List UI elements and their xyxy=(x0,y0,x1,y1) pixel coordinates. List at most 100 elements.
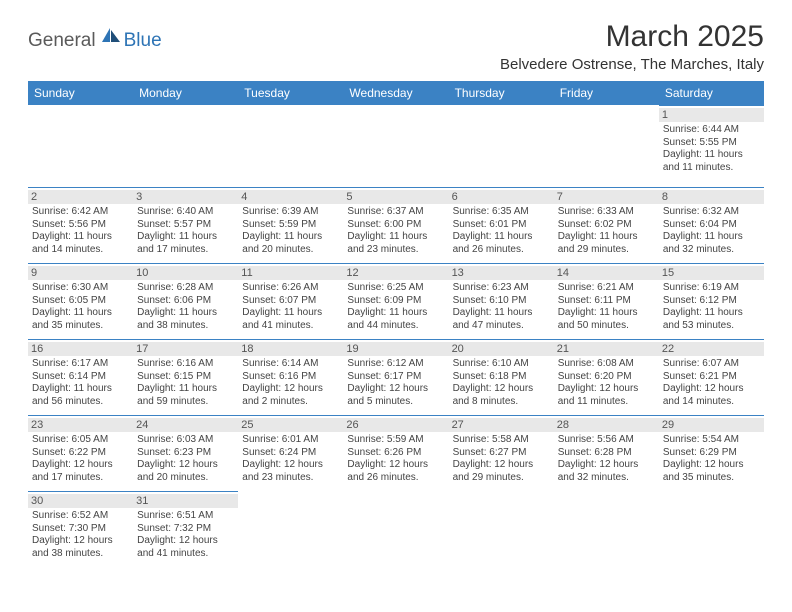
day-number: 20 xyxy=(449,342,554,356)
calendar-cell: 11Sunrise: 6:26 AMSunset: 6:07 PMDayligh… xyxy=(238,263,343,339)
calendar-cell: 24Sunrise: 6:03 AMSunset: 6:23 PMDayligh… xyxy=(133,415,238,491)
calendar-cell: 20Sunrise: 6:10 AMSunset: 6:18 PMDayligh… xyxy=(449,339,554,415)
sunrise-line: Sunrise: 6:25 AM xyxy=(347,282,444,295)
daylight-line: Daylight: 11 hours and 56 minutes. xyxy=(32,383,129,408)
day-number: 23 xyxy=(28,418,133,432)
day-header: Wednesday xyxy=(343,81,448,105)
sunrise-line: Sunrise: 5:56 AM xyxy=(558,434,655,447)
sunrise-line: Sunrise: 5:54 AM xyxy=(663,434,760,447)
sunset-line: Sunset: 6:29 PM xyxy=(663,447,760,460)
sunset-line: Sunset: 6:23 PM xyxy=(137,447,234,460)
daylight-line: Daylight: 12 hours and 41 minutes. xyxy=(137,535,234,560)
sunset-line: Sunset: 6:06 PM xyxy=(137,295,234,308)
calendar-cell xyxy=(449,105,554,187)
sunrise-line: Sunrise: 6:19 AM xyxy=(663,282,760,295)
sunrise-line: Sunrise: 6:37 AM xyxy=(347,206,444,219)
calendar-cell: 5Sunrise: 6:37 AMSunset: 6:00 PMDaylight… xyxy=(343,187,448,263)
logo: General Blue xyxy=(28,26,162,55)
sunset-line: Sunset: 6:21 PM xyxy=(663,371,760,384)
calendar-cell: 17Sunrise: 6:16 AMSunset: 6:15 PMDayligh… xyxy=(133,339,238,415)
sunrise-line: Sunrise: 6:16 AM xyxy=(137,358,234,371)
day-number: 24 xyxy=(133,418,238,432)
day-header: Saturday xyxy=(659,81,764,105)
day-number: 13 xyxy=(449,266,554,280)
sunrise-line: Sunrise: 6:14 AM xyxy=(242,358,339,371)
day-number: 9 xyxy=(28,266,133,280)
day-number: 19 xyxy=(343,342,448,356)
calendar-page: General Blue March 2025 Belvedere Ostren… xyxy=(0,0,792,577)
sunrise-line: Sunrise: 6:05 AM xyxy=(32,434,129,447)
day-header: Tuesday xyxy=(238,81,343,105)
sunset-line: Sunset: 6:05 PM xyxy=(32,295,129,308)
calendar-cell xyxy=(449,491,554,567)
daylight-line: Daylight: 11 hours and 26 minutes. xyxy=(453,231,550,256)
page-title: March 2025 xyxy=(500,20,764,54)
logo-text-blue: Blue xyxy=(124,30,162,52)
sunset-line: Sunset: 6:12 PM xyxy=(663,295,760,308)
calendar-cell: 9Sunrise: 6:30 AMSunset: 6:05 PMDaylight… xyxy=(28,263,133,339)
sunset-line: Sunset: 6:04 PM xyxy=(663,219,760,232)
calendar-row: 30Sunrise: 6:52 AMSunset: 7:30 PMDayligh… xyxy=(28,491,764,567)
sunset-line: Sunset: 5:59 PM xyxy=(242,219,339,232)
daylight-line: Daylight: 11 hours and 53 minutes. xyxy=(663,307,760,332)
sunrise-line: Sunrise: 6:44 AM xyxy=(663,124,760,137)
day-number: 31 xyxy=(133,494,238,508)
day-number: 17 xyxy=(133,342,238,356)
calendar-cell: 14Sunrise: 6:21 AMSunset: 6:11 PMDayligh… xyxy=(554,263,659,339)
calendar-cell: 21Sunrise: 6:08 AMSunset: 6:20 PMDayligh… xyxy=(554,339,659,415)
daylight-line: Daylight: 11 hours and 11 minutes. xyxy=(663,149,760,174)
sunset-line: Sunset: 6:14 PM xyxy=(32,371,129,384)
sunset-line: Sunset: 6:00 PM xyxy=(347,219,444,232)
sunset-line: Sunset: 6:11 PM xyxy=(558,295,655,308)
day-number: 6 xyxy=(449,190,554,204)
day-number: 28 xyxy=(554,418,659,432)
calendar-cell: 30Sunrise: 6:52 AMSunset: 7:30 PMDayligh… xyxy=(28,491,133,567)
day-number: 8 xyxy=(659,190,764,204)
sunrise-line: Sunrise: 6:40 AM xyxy=(137,206,234,219)
day-number: 29 xyxy=(659,418,764,432)
calendar-cell: 4Sunrise: 6:39 AMSunset: 5:59 PMDaylight… xyxy=(238,187,343,263)
calendar-cell: 3Sunrise: 6:40 AMSunset: 5:57 PMDaylight… xyxy=(133,187,238,263)
day-header: Friday xyxy=(554,81,659,105)
daylight-line: Daylight: 12 hours and 26 minutes. xyxy=(347,459,444,484)
daylight-line: Daylight: 12 hours and 8 minutes. xyxy=(453,383,550,408)
daylight-line: Daylight: 11 hours and 14 minutes. xyxy=(32,231,129,256)
calendar-cell xyxy=(659,491,764,567)
calendar-row: 9Sunrise: 6:30 AMSunset: 6:05 PMDaylight… xyxy=(28,263,764,339)
calendar-cell: 22Sunrise: 6:07 AMSunset: 6:21 PMDayligh… xyxy=(659,339,764,415)
calendar-row: 16Sunrise: 6:17 AMSunset: 6:14 PMDayligh… xyxy=(28,339,764,415)
daylight-line: Daylight: 11 hours and 38 minutes. xyxy=(137,307,234,332)
daylight-line: Daylight: 11 hours and 17 minutes. xyxy=(137,231,234,256)
sunset-line: Sunset: 6:24 PM xyxy=(242,447,339,460)
sunrise-line: Sunrise: 6:39 AM xyxy=(242,206,339,219)
day-number: 11 xyxy=(238,266,343,280)
day-header: Thursday xyxy=(449,81,554,105)
sunset-line: Sunset: 6:09 PM xyxy=(347,295,444,308)
sunset-line: Sunset: 6:02 PM xyxy=(558,219,655,232)
calendar-cell: 2Sunrise: 6:42 AMSunset: 5:56 PMDaylight… xyxy=(28,187,133,263)
day-number: 26 xyxy=(343,418,448,432)
sunset-line: Sunset: 6:20 PM xyxy=(558,371,655,384)
daylight-line: Daylight: 11 hours and 41 minutes. xyxy=(242,307,339,332)
calendar-cell xyxy=(554,491,659,567)
calendar-cell: 1Sunrise: 6:44 AMSunset: 5:55 PMDaylight… xyxy=(659,105,764,187)
sunset-line: Sunset: 6:01 PM xyxy=(453,219,550,232)
calendar-cell: 27Sunrise: 5:58 AMSunset: 6:27 PMDayligh… xyxy=(449,415,554,491)
calendar-cell xyxy=(238,491,343,567)
day-number: 25 xyxy=(238,418,343,432)
day-number: 30 xyxy=(28,494,133,508)
sunset-line: Sunset: 6:10 PM xyxy=(453,295,550,308)
daylight-line: Daylight: 11 hours and 44 minutes. xyxy=(347,307,444,332)
day-number: 1 xyxy=(659,108,764,122)
daylight-line: Daylight: 12 hours and 32 minutes. xyxy=(558,459,655,484)
calendar-cell xyxy=(343,491,448,567)
calendar-cell: 10Sunrise: 6:28 AMSunset: 6:06 PMDayligh… xyxy=(133,263,238,339)
daylight-line: Daylight: 11 hours and 32 minutes. xyxy=(663,231,760,256)
calendar-cell: 7Sunrise: 6:33 AMSunset: 6:02 PMDaylight… xyxy=(554,187,659,263)
sunset-line: Sunset: 6:15 PM xyxy=(137,371,234,384)
sunrise-line: Sunrise: 6:26 AM xyxy=(242,282,339,295)
calendar-cell: 18Sunrise: 6:14 AMSunset: 6:16 PMDayligh… xyxy=(238,339,343,415)
daylight-line: Daylight: 12 hours and 23 minutes. xyxy=(242,459,339,484)
sunset-line: Sunset: 5:56 PM xyxy=(32,219,129,232)
sunrise-line: Sunrise: 6:03 AM xyxy=(137,434,234,447)
